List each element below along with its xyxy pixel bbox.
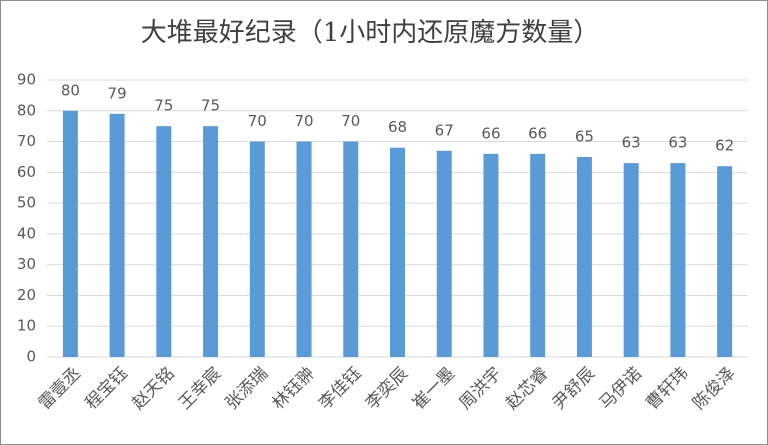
bar: [156, 126, 172, 358]
bar: [109, 113, 125, 357]
data-label: 63: [668, 134, 687, 152]
y-tick-label: 30: [17, 255, 36, 273]
bar: [343, 141, 359, 357]
y-tick-label: 0: [26, 348, 36, 366]
bar: [670, 163, 686, 357]
data-label: 67: [435, 121, 454, 139]
bar: [436, 150, 452, 357]
bar: [576, 156, 592, 357]
bar: [623, 163, 639, 357]
y-tick-label: 10: [17, 317, 36, 335]
y-tick-label: 40: [17, 224, 36, 242]
data-label: 75: [154, 97, 173, 115]
data-label: 70: [294, 112, 313, 130]
data-label: 70: [341, 112, 360, 130]
data-label: 68: [388, 118, 407, 136]
y-tick-label: 20: [17, 286, 36, 304]
bar: [203, 126, 219, 358]
data-label: 75: [201, 97, 220, 115]
y-tick-label: 60: [17, 163, 36, 181]
y-tick-label: 70: [17, 132, 36, 150]
y-tick-label: 50: [17, 194, 36, 212]
chart-title: 大堆最好纪录（1小时内还原魔方数量）: [141, 18, 600, 48]
bar: [530, 153, 546, 357]
bar: [62, 110, 78, 358]
bar: [483, 153, 499, 357]
bar: [296, 141, 312, 357]
data-label: 63: [622, 134, 641, 152]
y-tick-label: 80: [17, 101, 36, 119]
data-label: 80: [61, 81, 80, 99]
data-label: 66: [481, 124, 500, 142]
data-label: 66: [528, 124, 547, 142]
data-label: 70: [248, 112, 267, 130]
y-tick-label: 90: [17, 71, 36, 89]
bar: [717, 166, 733, 357]
data-label: 65: [575, 127, 594, 145]
bar: [390, 147, 405, 357]
bar: [249, 141, 265, 357]
data-label: 62: [715, 137, 734, 155]
data-label: 79: [108, 84, 127, 102]
